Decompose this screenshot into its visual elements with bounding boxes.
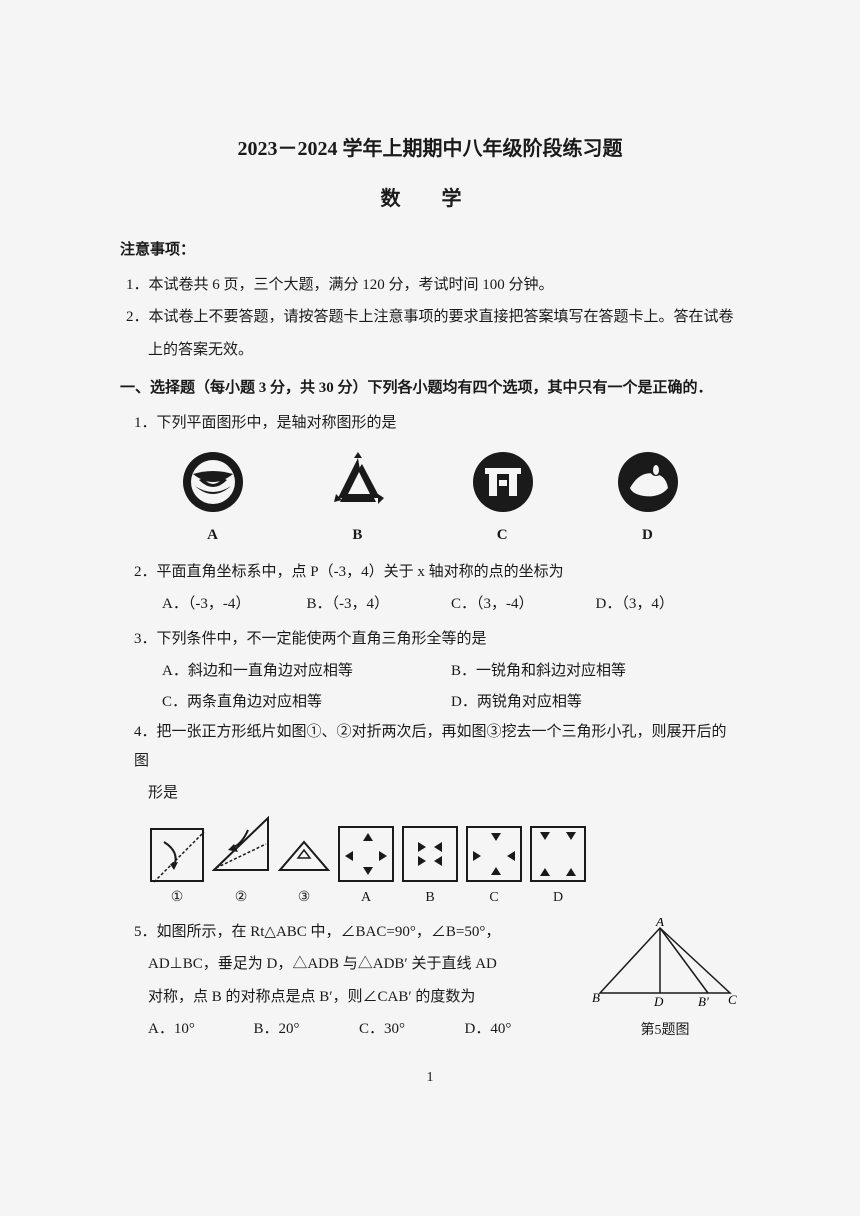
q4-fig-c: C [466, 826, 522, 912]
section-1-title: 一、选择题（每小题 3 分，共 30 分）下列各小题均有四个选项，其中只有一个是… [120, 374, 740, 403]
exam-title: 2023－2024 学年上期期中八年级阶段练习题 [120, 130, 740, 168]
svg-text:B′: B′ [698, 994, 709, 1008]
q4-fig-a: A [338, 826, 394, 912]
q4-label-1: ① [150, 885, 204, 912]
page-number: 1 [120, 1065, 740, 1092]
svg-text:D: D [653, 994, 664, 1008]
question-4-line2: 形是 [148, 779, 740, 808]
q2-options: A．（-3，-4） B．（-3，4） C．（3，-4） D．（3，4） [162, 590, 740, 619]
q3-opt-b: B．一锐角和斜边对应相等 [451, 657, 740, 686]
q5-fig-label: 第5题图 [590, 1018, 740, 1045]
q3-options: A．斜边和一直角边对应相等 B．一锐角和斜边对应相等 C．两条直角边对应相等 D… [162, 657, 740, 718]
q2-opt-a: A．（-3，-4） [162, 590, 307, 619]
q4-label-b: B [402, 885, 458, 912]
question-5-line2: AD⊥BC，垂足为 D，△ADB 与△ADB′ 关于直线 AD [148, 950, 570, 979]
q1-labels: A B C D [140, 521, 720, 550]
q1-label-a: A [207, 521, 218, 550]
q4-label-c: C [466, 885, 522, 912]
q2-opt-b: B．（-3，4） [307, 590, 452, 619]
q4-label-3: ③ [278, 885, 330, 912]
question-1: 1．下列平面图形中，是轴对称图形的是 [134, 409, 740, 438]
question-5-line3: 对称，点 B 的对称点是点 B′，则∠CAB′ 的度数为 [148, 983, 570, 1012]
q2-opt-c: C．（3，-4） [451, 590, 596, 619]
q4-fig-d: D [530, 826, 586, 912]
q4-fig-2: ② [212, 816, 270, 912]
svg-text:B: B [592, 990, 600, 1005]
q1-icon-a [178, 447, 248, 517]
q4-fig-1: ① [150, 828, 204, 912]
q1-label-b: B [352, 521, 362, 550]
svg-text:A: A [655, 918, 664, 929]
notice-item-2b: 上的答案无效。 [120, 336, 740, 365]
subject-title: 数 学 [120, 180, 740, 218]
q2-opt-d: D．（3，4） [596, 590, 741, 619]
question-4-line1: 4．把一张正方形纸片如图①、②对折两次后，再如图③挖去一个三角形小孔，则展开后的… [134, 718, 740, 775]
question-2: 2．平面直角坐标系中，点 P（-3，4）关于 x 轴对称的点的坐标为 [134, 558, 740, 587]
q1-icon-b [323, 447, 393, 517]
q4-fig-b: B [402, 826, 458, 912]
q3-opt-a: A．斜边和一直角边对应相等 [162, 657, 451, 686]
q4-figures: ① ② ③ A B [150, 816, 730, 912]
q1-images [140, 447, 720, 517]
question-3: 3．下列条件中，不一定能使两个直角三角形全等的是 [134, 625, 740, 654]
notice-heading: 注意事项： [120, 236, 740, 265]
notice-item-2a: 2．本试卷上不要答题，请按答题卡上注意事项的要求直接把答案填写在答题卡上。答在试… [120, 303, 740, 332]
question-5-line1: 5．如图所示，在 Rt△ABC 中，∠BAC=90°，∠B=50°， [134, 918, 570, 947]
svg-text:C: C [728, 992, 737, 1007]
q5-figure: A B D B′ C 第5题图 [590, 918, 740, 1050]
q1-icon-c [468, 447, 538, 517]
q5-options: A．10° B．20° C．30° D．40° [148, 1015, 570, 1044]
q4-label-a: A [338, 885, 394, 912]
q4-fig-3: ③ [278, 836, 330, 912]
q5-opt-a: A．10° [148, 1015, 254, 1044]
q4-label-d: D [530, 885, 586, 912]
q4-label-2: ② [212, 885, 270, 912]
q3-opt-c: C．两条直角边对应相等 [162, 688, 451, 717]
q5-opt-d: D．40° [465, 1015, 571, 1044]
q5-opt-b: B．20° [254, 1015, 360, 1044]
q1-label-d: D [642, 521, 653, 550]
q5-opt-c: C．30° [359, 1015, 465, 1044]
notice-item-1: 1．本试卷共 6 页，三个大题，满分 120 分，考试时间 100 分钟。 [120, 271, 740, 300]
q3-opt-d: D．两锐角对应相等 [451, 688, 740, 717]
q1-label-c: C [497, 521, 508, 550]
q1-icon-d [613, 447, 683, 517]
